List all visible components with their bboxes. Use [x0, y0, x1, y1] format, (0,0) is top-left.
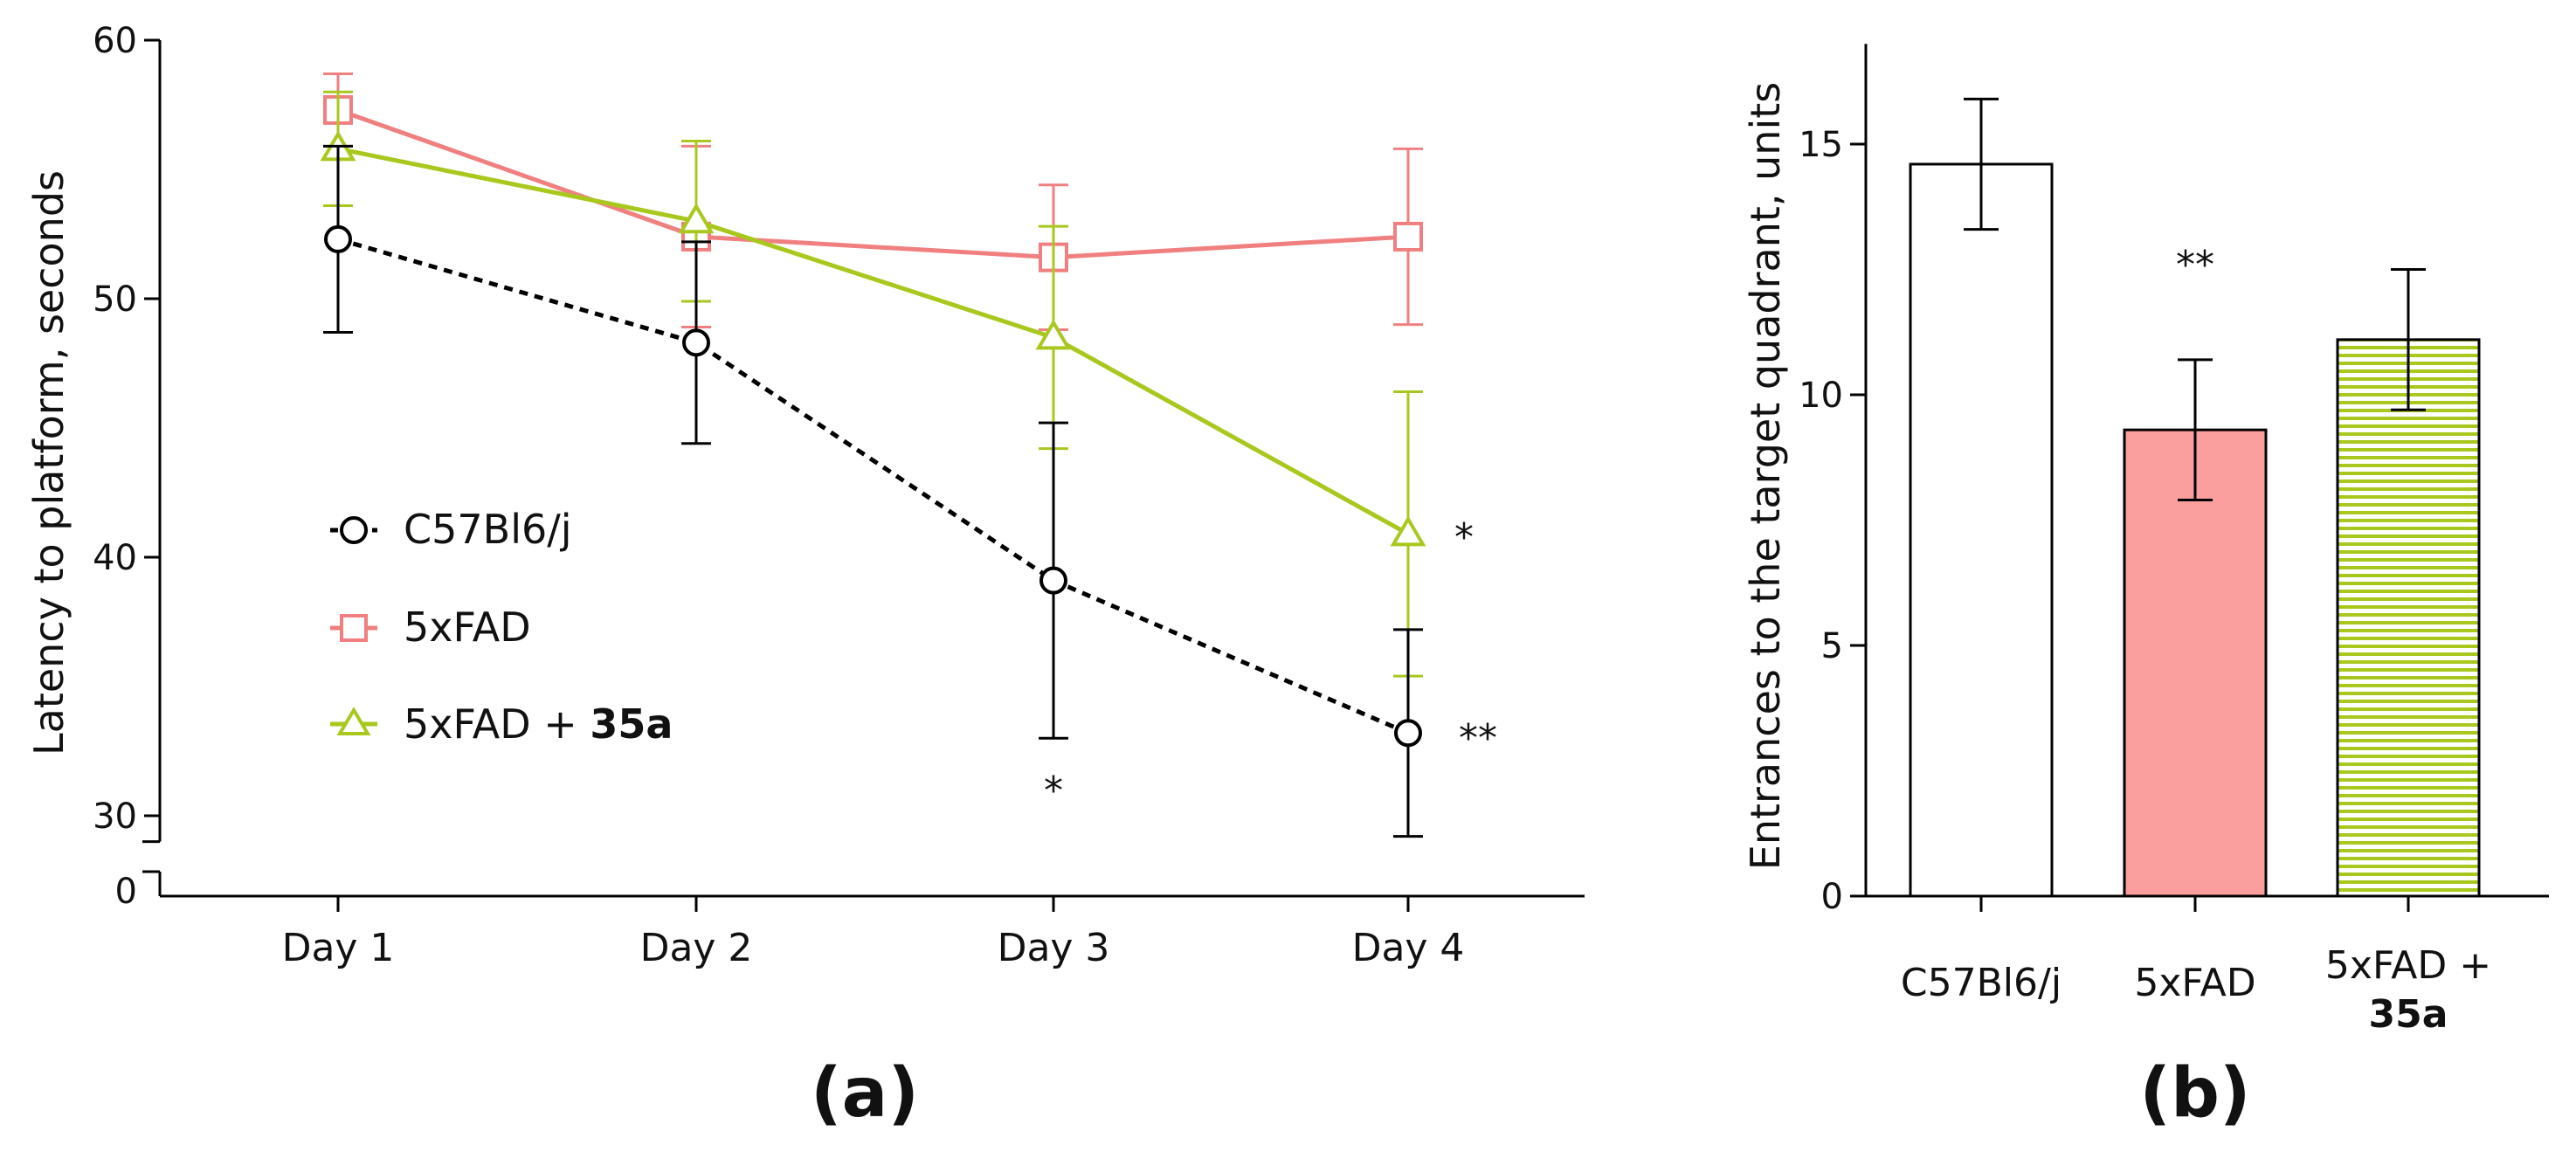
bar-category-label-bold: 35a: [2369, 992, 2448, 1037]
x-tick-label: Day 3: [998, 926, 1110, 970]
y-tick-label: 40: [93, 538, 137, 578]
series-line: [337, 107, 1409, 260]
data-point-triangle: [1390, 515, 1426, 547]
bar: [1909, 162, 2054, 898]
bar-category-label: 5xFAD: [2134, 961, 2255, 1005]
entrances-y-axis-label: Entrances to the target quadrant, units: [1742, 82, 1789, 870]
x-tick-label: Day 4: [1352, 926, 1465, 970]
latency-axes: Day 1 Day 2 Day 3 Day 4 30 40 50 60 0: [93, 21, 1585, 970]
data-point-circle: [682, 328, 710, 357]
bar: [2123, 428, 2268, 898]
data-point-square: [1393, 221, 1423, 252]
x-tick-label: Day 2: [640, 926, 753, 970]
panel-label-a: (a): [811, 1054, 919, 1133]
data-point-triangle: [678, 203, 715, 234]
y-tick-label: 30: [93, 797, 137, 837]
significance-day4-treatment: *: [1454, 515, 1474, 560]
bar: [2336, 338, 2481, 898]
series-line: [337, 146, 1410, 536]
y-tick-label: 15: [1799, 125, 1843, 165]
series-line: [337, 237, 1409, 735]
panel-label-b: (b): [2139, 1054, 2250, 1133]
bar-category-label: 5xFAD +: [2325, 943, 2491, 988]
series-5xfad-35a: [320, 90, 1426, 678]
significance-day4-c57: **: [1459, 716, 1497, 761]
data-point-circle: [324, 224, 352, 253]
latency-series: [320, 72, 1426, 838]
y-tick-label: 5: [1821, 626, 1843, 666]
y-tick-label: 0: [1821, 877, 1843, 917]
data-point-circle: [1394, 719, 1422, 748]
legend-label: 5xFAD: [404, 604, 531, 651]
legend-item-c57bl6j: C57Bl6/j: [330, 506, 572, 553]
y-tick-label: 0: [115, 872, 137, 912]
data-point-circle: [1039, 566, 1067, 595]
series-c57bl6-j: [323, 144, 1423, 838]
significance-day3: *: [1044, 769, 1063, 813]
latency-line-chart: Day 1 Day 2 Day 3 Day 4 30 40 50 60 0 Latency to…: [25, 21, 1585, 1133]
legend-marker-triangle: [336, 707, 371, 735]
y-tick-label: 50: [93, 279, 137, 320]
x-tick-label: Day 1: [282, 926, 395, 970]
entrances-bars: [1909, 97, 2481, 898]
legend-item-5xfad: 5xFAD: [330, 604, 531, 651]
y-tick-label: 10: [1799, 376, 1843, 416]
legend-marker-square: [340, 614, 368, 642]
data-point-triangle: [1035, 319, 1072, 350]
legend-marker-circle: [340, 516, 368, 544]
legend-label: C57Bl6/j: [404, 506, 572, 553]
latency-y-axis-label: Latency to platform, seconds: [25, 170, 73, 755]
legend: C57Bl6/j 5xFAD 5xFAD + 35a: [330, 506, 673, 748]
entrances-bar-chart: 0 5 10 15 Entrances to the target quadrant,…: [1742, 44, 2549, 1133]
y-tick-label: 60: [93, 21, 137, 61]
bar-category-label: C57Bl6/j: [1901, 961, 2061, 1005]
legend-item-5xfad-35a: 5xFAD + 35a: [330, 700, 673, 748]
series-5xfad: [323, 72, 1423, 332]
significance-5xfad: **: [2176, 243, 2214, 287]
legend-label-treatment: 5xFAD + 35a: [404, 700, 673, 748]
